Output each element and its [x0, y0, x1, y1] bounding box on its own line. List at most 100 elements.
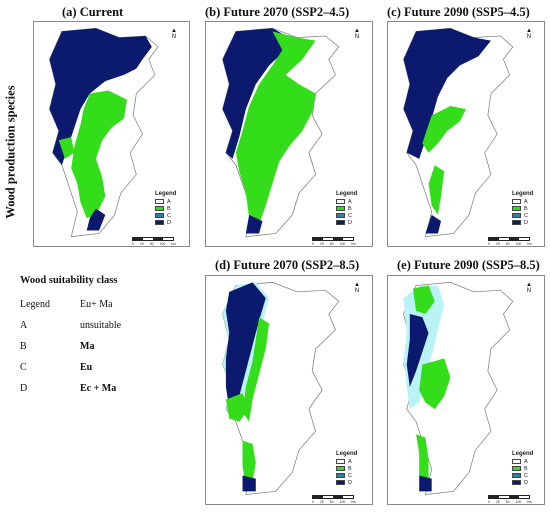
legend-swatch	[512, 466, 521, 471]
legend-swatch	[512, 206, 521, 211]
legend-swatch	[512, 473, 521, 478]
legend-item: C	[336, 212, 357, 219]
legend-swatch	[512, 459, 521, 464]
legend-label: A	[348, 458, 352, 465]
legend-label: D	[167, 219, 171, 226]
panel-title-b: (b) Future 2070 (SSP2–4.5)	[205, 5, 350, 19]
map-c	[403, 27, 514, 238]
map-legend-b: Legend A B C D	[336, 191, 357, 226]
legend-swatch	[336, 459, 345, 464]
north-arrow-a: ▲ N	[171, 28, 177, 40]
legend-label: C	[167, 212, 171, 219]
legend-item: D	[512, 219, 533, 226]
suitability-row: C Eu	[20, 357, 160, 378]
row-label: Wood production species	[4, 85, 18, 218]
suitability-header-row: Legend Eu+ Ma	[20, 294, 160, 315]
map-panel-b	[205, 21, 373, 247]
legend-swatch	[336, 220, 345, 225]
map-legend-c: Legend A B C D	[512, 191, 533, 226]
legend-swatch	[512, 480, 521, 485]
legend-label: C	[524, 472, 528, 479]
header-legend: Legend	[20, 299, 50, 310]
legend-item: D	[336, 479, 357, 486]
legend-swatch	[336, 199, 345, 204]
legend-item: C	[155, 212, 176, 219]
legend-label: B	[167, 205, 171, 212]
legend-label: B	[524, 465, 528, 472]
north-arrow-d: ▲ N	[354, 282, 360, 294]
north-label: N	[526, 34, 532, 40]
map-b	[222, 27, 340, 238]
legend-item: A	[155, 198, 176, 205]
suitability-desc: unsuitable	[80, 320, 122, 331]
legend-item: B	[512, 465, 533, 472]
legend-item: B	[336, 205, 357, 212]
scale-bar-b: 0 25 50 100 km	[312, 237, 356, 246]
suitability-class: B	[20, 341, 27, 352]
legend-swatch	[155, 220, 164, 225]
legend-label: D	[524, 219, 528, 226]
north-arrow-c: ▲ N	[526, 28, 532, 40]
panel-title-c: (c) Future 2090 (SSP5–4.5)	[387, 5, 530, 19]
row-label-text: Wood production species	[3, 85, 18, 219]
legend-title: Legend	[336, 191, 358, 197]
legend-swatch	[336, 473, 345, 478]
legend-item: B	[512, 205, 533, 212]
legend-item: D	[512, 479, 533, 486]
panel-title-d: (d) Future 2070 (SSP2–8.5)	[215, 258, 360, 272]
legend-title: Legend	[336, 451, 358, 457]
legend-label: C	[524, 212, 528, 219]
legend-item: D	[155, 219, 176, 226]
legend-item: C	[512, 472, 533, 479]
legend-swatch	[155, 199, 164, 204]
map-e	[403, 281, 514, 495]
panel-title-a: (a) Current	[62, 5, 124, 19]
legend-title: Legend	[512, 451, 534, 457]
legend-swatch	[336, 466, 345, 471]
legend-label: B	[348, 205, 352, 212]
legend-title: Legend	[512, 191, 534, 197]
suitability-desc: Ma	[80, 341, 95, 352]
legend-swatch	[155, 206, 164, 211]
scale-bar-c: 0 25 50 100 km	[488, 237, 532, 246]
legend-label: A	[167, 198, 171, 205]
map-legend-a: Legend A B C D	[155, 191, 176, 226]
legend-swatch	[512, 213, 521, 218]
north-label: N	[354, 288, 360, 294]
suitability-row: A unsuitable	[20, 315, 160, 336]
legend-item: A	[512, 198, 533, 205]
panel-title-e: (e) Future 2090 (SSP5–8.5)	[397, 258, 540, 272]
legend-item: D	[336, 219, 357, 226]
legend-label: D	[348, 479, 352, 486]
suitability-desc: Ec + Ma	[80, 383, 117, 394]
legend-swatch	[336, 480, 345, 485]
north-arrow-b: ▲ N	[354, 28, 360, 40]
header-species: Eu+ Ma	[80, 299, 113, 310]
legend-item: B	[336, 465, 357, 472]
legend-item: B	[155, 205, 176, 212]
legend-swatch	[336, 213, 345, 218]
legend-label: D	[524, 479, 528, 486]
legend-item: A	[336, 458, 357, 465]
legend-label: A	[348, 198, 352, 205]
map-legend-d: Legend A B C D	[336, 451, 357, 486]
suitability-desc: Eu	[80, 362, 93, 373]
legend-swatch	[155, 213, 164, 218]
legend-title: Legend	[155, 191, 177, 197]
map-panel-a	[33, 21, 190, 247]
legend-swatch	[512, 220, 521, 225]
suitability-row: D Ec + Ma	[20, 378, 160, 399]
map-panel-c	[387, 21, 545, 247]
suitability-table: Wood suitability class Legend Eu+ Ma A u…	[20, 275, 160, 399]
north-arrow-e: ▲ N	[526, 282, 532, 294]
map-d	[222, 281, 340, 495]
suitability-class: D	[20, 383, 28, 394]
map-panel-e	[387, 275, 545, 505]
legend-label: A	[524, 198, 528, 205]
legend-label: B	[348, 465, 352, 472]
legend-swatch	[512, 199, 521, 204]
map-a	[49, 27, 159, 238]
legend-item: A	[336, 198, 357, 205]
suitability-class: A	[20, 320, 28, 331]
legend-swatch	[336, 206, 345, 211]
